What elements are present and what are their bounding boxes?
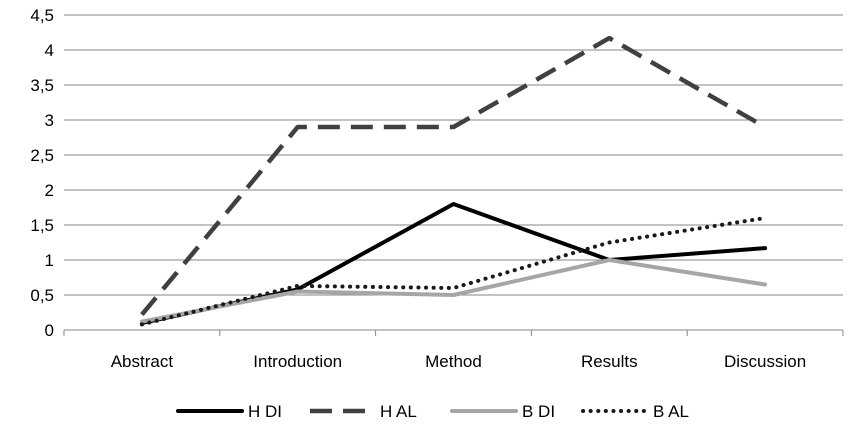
x-axis	[63, 329, 844, 336]
series-lines	[139, 35, 768, 327]
y-tick-label: 2,5	[30, 146, 54, 165]
y-tick-label: 3	[45, 111, 54, 130]
y-tick-label: 0,5	[30, 286, 54, 305]
y-tick-label: 3,5	[30, 76, 54, 95]
gridlines	[64, 14, 843, 296]
x-tick-label: Discussion	[724, 352, 806, 371]
y-axis-tick-labels: 0 0,5 1 1,5 2 2,5 3 3,5 4 4,5	[30, 6, 54, 340]
y-tick-label: 2	[45, 181, 54, 200]
series-line-b-al	[139, 216, 768, 327]
y-tick-label: 1	[45, 251, 54, 270]
legend-label: B AL	[653, 402, 689, 421]
series-line-h-al	[140, 35, 767, 317]
legend-label: B DI	[522, 402, 555, 421]
legend-label: H DI	[248, 402, 282, 421]
x-tick-label: Method	[425, 352, 482, 371]
y-tick-label: 1,5	[30, 216, 54, 235]
x-tick-label: Introduction	[253, 352, 342, 371]
x-tick-label: Abstract	[111, 352, 174, 371]
y-tick-label: 4,5	[30, 6, 54, 25]
series-line-b-di	[139, 258, 768, 324]
x-axis-tick-labels: Abstract Introduction Method Results Discuss…	[111, 352, 806, 371]
x-tick-label: Results	[581, 352, 638, 371]
legend: H DI H AL B DI B AL	[176, 402, 689, 421]
legend-label: H AL	[380, 402, 417, 421]
y-tick-label: 0	[45, 321, 54, 340]
y-tick-label: 4	[45, 41, 54, 60]
